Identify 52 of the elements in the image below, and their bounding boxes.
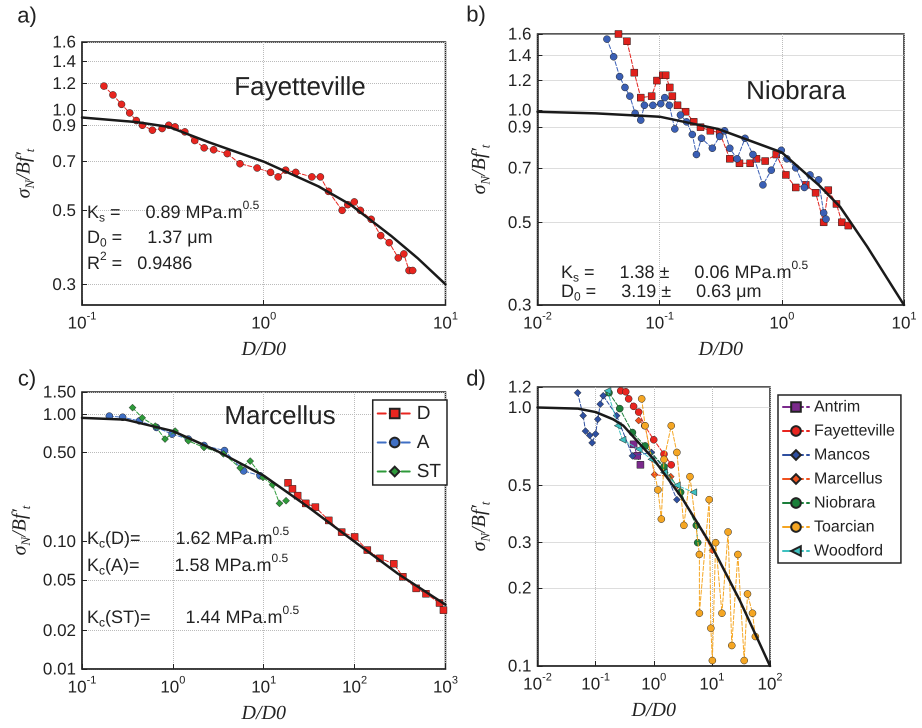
- legend-label: Niobrara: [814, 494, 876, 512]
- x-axis-title: D/D0: [698, 338, 743, 360]
- y-tick-label: 0.7: [52, 152, 76, 172]
- y-tick-label: 1.2: [508, 378, 532, 396]
- y-tick-label: 0.3: [508, 296, 532, 314]
- y-tick-label: 0.10: [42, 532, 76, 552]
- y-tick-label: 0.50: [42, 443, 76, 462]
- y-tick-label: 0.3: [508, 533, 532, 552]
- legend-label: ST: [416, 461, 442, 482]
- y-tick-label: 1.2: [508, 71, 532, 90]
- legend-label: Antrim: [814, 398, 860, 416]
- legend-label: D: [416, 403, 430, 424]
- y-tick-label: 1.50: [42, 382, 76, 402]
- x-axis-title: D/D0: [240, 338, 286, 360]
- y-tick-label: 0.05: [42, 570, 76, 590]
- y-tick-label: 1.4: [52, 52, 76, 71]
- y-tick-label: 0.3: [52, 274, 76, 294]
- y-axis-title: σN/Bf′t: [8, 505, 34, 556]
- text: Niobrara: [746, 75, 846, 105]
- y-tick-label: 0.2: [508, 578, 532, 598]
- y-tick-label: 0.5: [508, 476, 532, 495]
- y-tick-label: 1.4: [508, 46, 532, 66]
- x-axis-title: D/D0: [630, 699, 676, 721]
- text: c): [18, 366, 36, 390]
- legend-label: Toarcian: [814, 518, 874, 536]
- y-tick-label: 1.6: [508, 24, 532, 44]
- y-tick-label: 1.6: [52, 32, 76, 52]
- y-tick-label: 0.5: [52, 200, 76, 220]
- y-tick-label: 1.0: [508, 100, 532, 120]
- y-tick-label: 1.2: [52, 74, 76, 94]
- text: Fayetteville: [234, 71, 366, 101]
- y-axis-title: σN/Bf′t: [468, 144, 492, 194]
- y-axis-title: σN/Bf′t: [468, 501, 492, 552]
- y-tick-label: 0.01: [42, 660, 76, 678]
- x-axis-title: D/D0: [240, 702, 286, 724]
- y-tick-label: 1.00: [42, 404, 76, 424]
- text: b): [466, 2, 486, 26]
- y-tick-label: 0.9: [508, 118, 532, 137]
- y-tick-label: 0.1: [508, 656, 532, 676]
- y-tick-label: 0.5: [508, 212, 532, 232]
- legend-label: Mancos: [814, 446, 870, 464]
- y-tick-label: 0.02: [42, 621, 76, 640]
- text: d): [466, 366, 486, 390]
- text: a): [17, 2, 37, 28]
- legend-label: Marcellus: [814, 470, 882, 488]
- legend-label: A: [416, 432, 430, 453]
- legend-label: Woodford: [814, 542, 884, 560]
- legend-label: Fayetteville: [814, 422, 896, 440]
- y-tick-label: 0.7: [508, 158, 532, 178]
- y-axis-title: σN/Bf′t: [12, 148, 37, 198]
- y-tick-label: 1.0: [508, 398, 532, 417]
- chart-title: Marcellus: [224, 400, 336, 430]
